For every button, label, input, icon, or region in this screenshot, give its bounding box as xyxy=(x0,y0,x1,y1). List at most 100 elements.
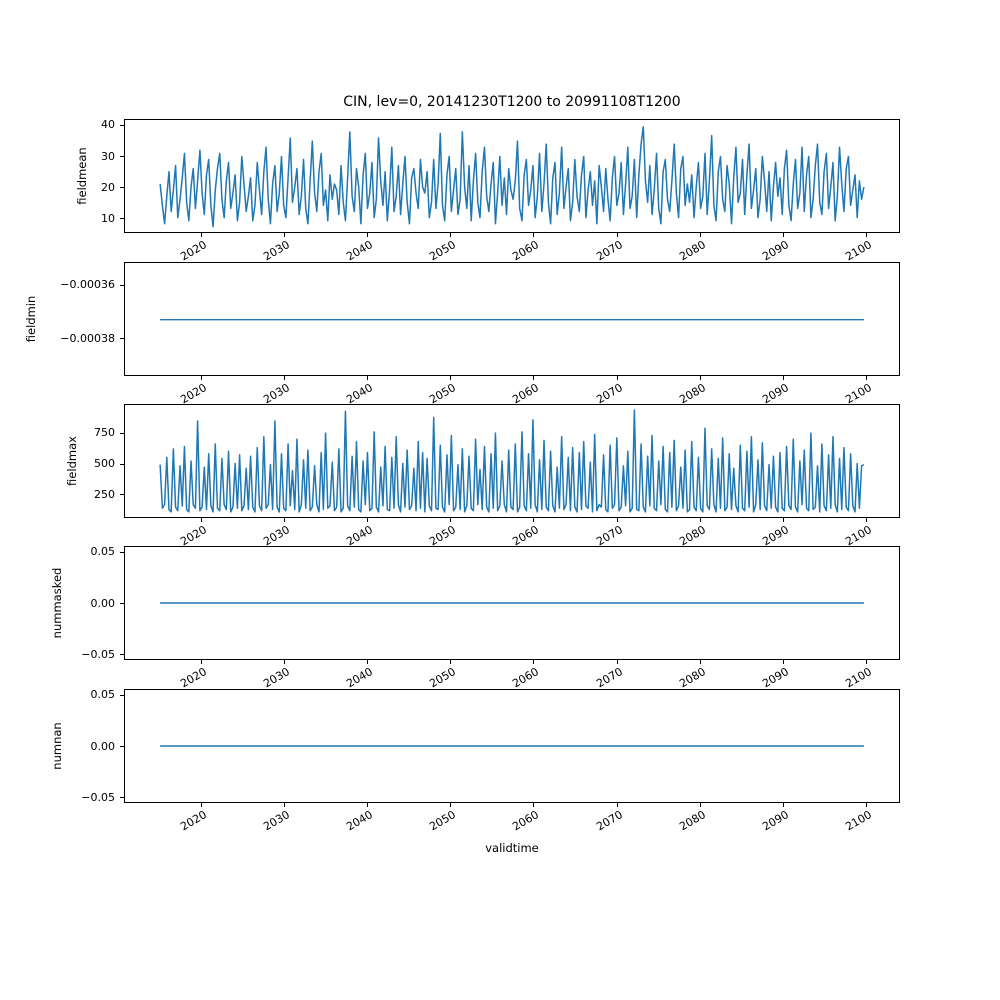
x-tick-mark xyxy=(284,660,285,664)
x-tick-mark xyxy=(782,518,784,522)
line-series-fieldmin xyxy=(160,318,864,321)
y-tick-mark xyxy=(120,124,124,126)
line-series-fieldmax xyxy=(159,409,865,513)
x-tick-label: 2080 xyxy=(676,238,708,264)
x-tick-mark xyxy=(865,660,867,664)
line-series-nummasked xyxy=(160,602,864,604)
x-tick-label: 2070 xyxy=(593,238,625,264)
x-tick-label: 2070 xyxy=(593,381,625,407)
x-tick-label: 2060 xyxy=(510,523,542,549)
line-series-fieldmean xyxy=(159,126,865,228)
y-tick-mark xyxy=(120,284,124,286)
y-tick-mark xyxy=(120,218,124,220)
x-tick-mark xyxy=(699,803,701,807)
x-tick-mark xyxy=(284,518,285,522)
x-tick-mark xyxy=(616,376,618,380)
x-tick-label: 2070 xyxy=(593,808,625,834)
x-tick-mark xyxy=(284,803,285,807)
y-tick-mark xyxy=(120,694,124,696)
x-tick-mark xyxy=(699,376,701,380)
y-tick-mark xyxy=(120,551,124,553)
y-tick-label: 0.05 xyxy=(90,688,116,702)
y-tick-label: 0.00 xyxy=(90,739,116,753)
plot-area-numnan xyxy=(124,689,900,803)
x-tick-label: 2100 xyxy=(843,238,874,264)
x-tick-label: 2050 xyxy=(427,381,459,407)
x-tick-mark xyxy=(699,660,701,664)
y-tick-mark xyxy=(120,463,124,465)
x-tick-mark xyxy=(533,233,535,237)
y-tick-label: 30 xyxy=(101,149,115,163)
data-line-fieldmean xyxy=(159,126,865,228)
x-tick-label: 2050 xyxy=(427,238,459,264)
x-tick-label: 2020 xyxy=(178,238,209,264)
x-tick-label: 2100 xyxy=(843,381,874,407)
x-tick-mark xyxy=(616,660,618,664)
y-tick-label: −0.00036 xyxy=(60,278,115,292)
x-tick-label: 2090 xyxy=(760,665,791,691)
x-tick-mark xyxy=(450,233,452,237)
y-tick-mark xyxy=(120,746,124,747)
y-tick-label: −0.05 xyxy=(81,647,115,661)
x-tick-mark xyxy=(450,660,452,664)
x-tick-mark xyxy=(200,803,202,807)
y-tick-label: −0.00038 xyxy=(60,331,115,345)
y-tick-mark xyxy=(120,187,124,189)
x-tick-label: 2070 xyxy=(593,665,625,691)
x-tick-label: 2020 xyxy=(178,808,209,834)
x-tick-label: 2070 xyxy=(593,523,625,549)
x-tick-mark xyxy=(200,376,202,380)
x-tick-mark xyxy=(782,233,784,237)
x-tick-mark xyxy=(450,803,452,807)
plot-area-fieldmean xyxy=(124,119,900,233)
x-tick-mark xyxy=(699,518,701,522)
x-tick-label: 2060 xyxy=(510,381,542,407)
y-tick-label: 10 xyxy=(101,211,115,225)
x-tick-label: 2050 xyxy=(427,523,459,549)
x-tick-mark xyxy=(200,518,202,522)
y-tick-label: 250 xyxy=(94,487,115,501)
plot-area-nummasked xyxy=(124,546,900,660)
x-tick-label: 2020 xyxy=(178,381,209,407)
y-tick-label: 500 xyxy=(94,456,115,470)
x-tick-label: 2040 xyxy=(344,381,376,407)
x-tick-label: 2040 xyxy=(344,238,376,264)
x-tick-label: 2030 xyxy=(261,665,292,691)
y-tick-label: −0.05 xyxy=(81,790,115,804)
x-tick-label: 2060 xyxy=(510,808,542,834)
y-tick-label: 20 xyxy=(101,180,115,194)
x-tick-label: 2080 xyxy=(676,381,708,407)
data-line-fieldmax xyxy=(159,409,865,513)
x-tick-mark xyxy=(865,518,867,522)
plot-area-fieldmin xyxy=(124,262,900,376)
x-tick-mark xyxy=(367,803,369,807)
x-tick-mark xyxy=(450,376,452,380)
x-tick-label: 2100 xyxy=(843,523,874,549)
x-tick-label: 2040 xyxy=(344,808,376,834)
y-tick-label: 750 xyxy=(94,426,115,440)
x-tick-mark xyxy=(367,518,369,522)
x-tick-mark xyxy=(533,376,535,380)
chart-title: CIN, lev=0, 20141230T1200 to 20991108T12… xyxy=(343,94,681,110)
x-tick-label: 2020 xyxy=(178,523,209,549)
x-tick-mark xyxy=(367,233,369,237)
x-tick-label: 2030 xyxy=(261,238,292,264)
y-tick-mark xyxy=(120,494,124,496)
x-tick-label: 2050 xyxy=(427,665,459,691)
x-tick-label: 2040 xyxy=(344,523,376,549)
x-tick-mark xyxy=(367,660,369,664)
y-tick-label: 0.00 xyxy=(90,596,116,610)
x-tick-mark xyxy=(865,803,867,807)
x-tick-label: 2040 xyxy=(344,665,376,691)
x-tick-mark xyxy=(699,233,701,237)
x-tick-label: 2080 xyxy=(676,523,708,549)
x-tick-label: 2090 xyxy=(760,808,791,834)
x-tick-mark xyxy=(782,376,784,380)
x-tick-mark xyxy=(865,376,867,380)
x-tick-mark xyxy=(533,518,535,522)
line-series-numnan xyxy=(160,745,864,747)
x-tick-label: 2060 xyxy=(510,665,542,691)
x-tick-label: 2030 xyxy=(261,523,292,549)
x-tick-label: 2090 xyxy=(760,523,791,549)
y-tick-mark xyxy=(120,603,124,604)
